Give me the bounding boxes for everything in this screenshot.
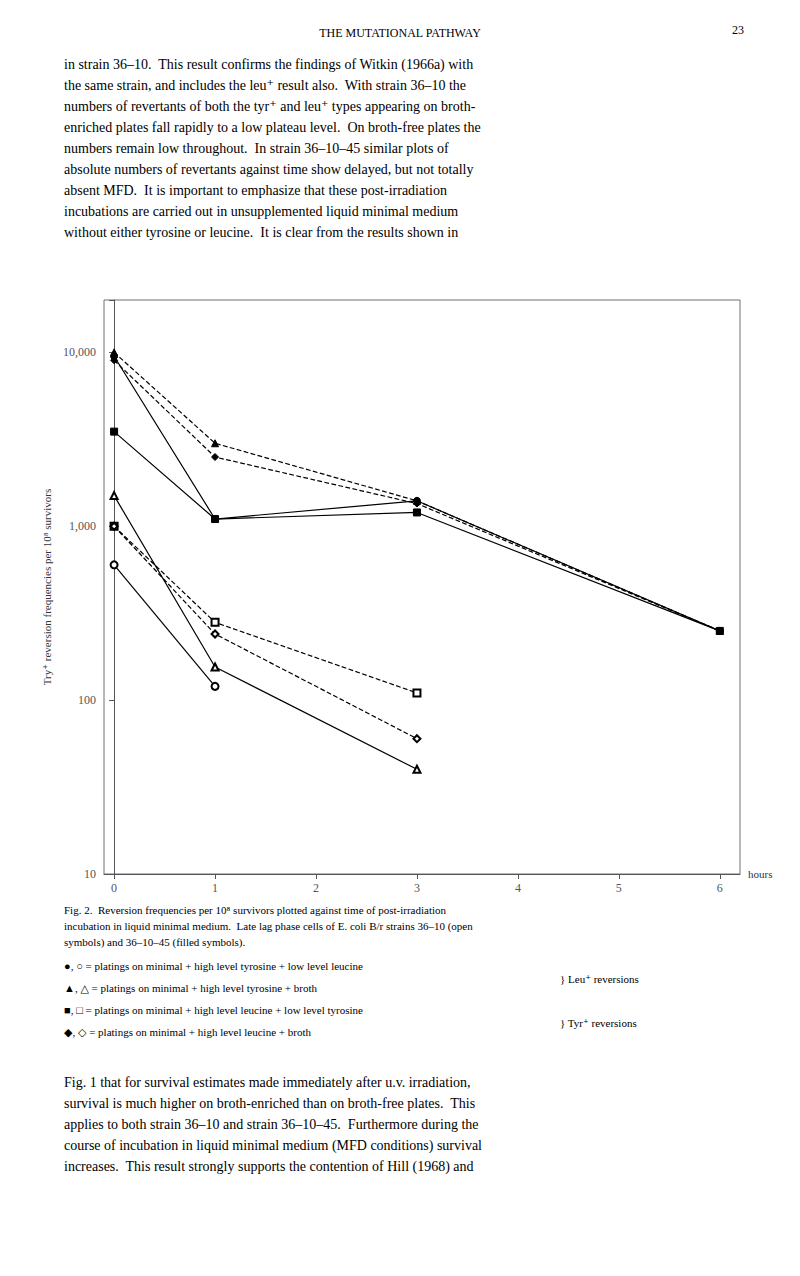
svg-text:increases. This result strong: increases. This result strongly supports… — [64, 1159, 474, 1175]
svg-text:100: 100 — [78, 693, 96, 707]
svg-text:course of incubation in liquid: course of incubation in liquid minimal m… — [64, 1138, 482, 1154]
svg-text:■, □ = platings on minimal + h: ■, □ = platings on minimal + high level … — [64, 1004, 363, 1016]
svg-text:incubation in liquid minimal m: incubation in liquid minimal medium. Lat… — [64, 920, 473, 933]
svg-text:◆, ◇ = platings on minimal + h: ◆, ◇ = platings on minimal + high level … — [64, 1026, 311, 1038]
svg-text:4: 4 — [515, 881, 521, 895]
svg-text:the same strain, and includes: the same strain, and includes the leu⁺ r… — [64, 78, 466, 93]
svg-text:1: 1 — [212, 881, 218, 895]
svg-text:3: 3 — [414, 881, 420, 895]
svg-text:1,000: 1,000 — [69, 519, 96, 533]
svg-text:2: 2 — [313, 881, 319, 895]
svg-text:6: 6 — [717, 881, 723, 895]
svg-text:Fig. 1 that for survival estim: Fig. 1 that for survival estimates made … — [64, 1075, 471, 1090]
svg-text:▲, △ = platings on minimal + h: ▲, △ = platings on minimal + high level … — [64, 982, 318, 994]
svg-text:absent MFD. It is important t: absent MFD. It is important to emphasize… — [64, 183, 447, 198]
svg-text:23: 23 — [732, 23, 744, 37]
svg-text:10: 10 — [84, 867, 96, 881]
svg-text:hours: hours — [748, 868, 772, 880]
svg-text:Try⁺ reversion frequencies per: Try⁺ reversion frequencies per 10⁸ survi… — [41, 489, 53, 686]
svg-text:} Leu⁺ reversions: } Leu⁺ reversions — [560, 973, 639, 985]
svg-text:} Tyr⁺ reversions: } Tyr⁺ reversions — [560, 1017, 637, 1029]
svg-text:numbers of revertants of both: numbers of revertants of both the tyr⁺ a… — [64, 99, 476, 114]
svg-text:absolute numbers of revertants: absolute numbers of revertants against t… — [64, 162, 473, 177]
svg-text:numbers remain low throughout.: numbers remain low throughout. In strain… — [64, 141, 449, 156]
svg-text:0: 0 — [111, 881, 117, 895]
svg-text:●, ○ = platings on minimal + h: ●, ○ = platings on minimal + high level … — [64, 960, 363, 972]
svg-text:incubations are carried out in: incubations are carried out in unsupplem… — [64, 204, 458, 219]
svg-text:applies to both strain 36–10 a: applies to both strain 36–10 and strain … — [64, 1117, 479, 1132]
svg-text:symbols) and 36–10–45 (filled: symbols) and 36–10–45 (filled symbols). — [64, 936, 245, 949]
svg-text:enriched plates fall rapidly t: enriched plates fall rapidly to a low pl… — [64, 120, 481, 135]
svg-text:survival is much higher on bro: survival is much higher on broth-enriche… — [64, 1096, 475, 1111]
svg-text:5: 5 — [616, 881, 622, 895]
svg-text:10,000: 10,000 — [63, 345, 96, 359]
svg-text:in strain 36–10. This result: in strain 36–10. This result confirms th… — [64, 57, 473, 73]
svg-text:Fig. 2. Reversion frequencies: Fig. 2. Reversion frequencies per 10⁸ su… — [64, 904, 447, 916]
svg-text:THE MUTATIONAL PATHWAY: THE MUTATIONAL PATHWAY — [319, 26, 481, 40]
svg-text:without either tyrosine or leu: without either tyrosine or leucine. It i… — [64, 225, 458, 240]
